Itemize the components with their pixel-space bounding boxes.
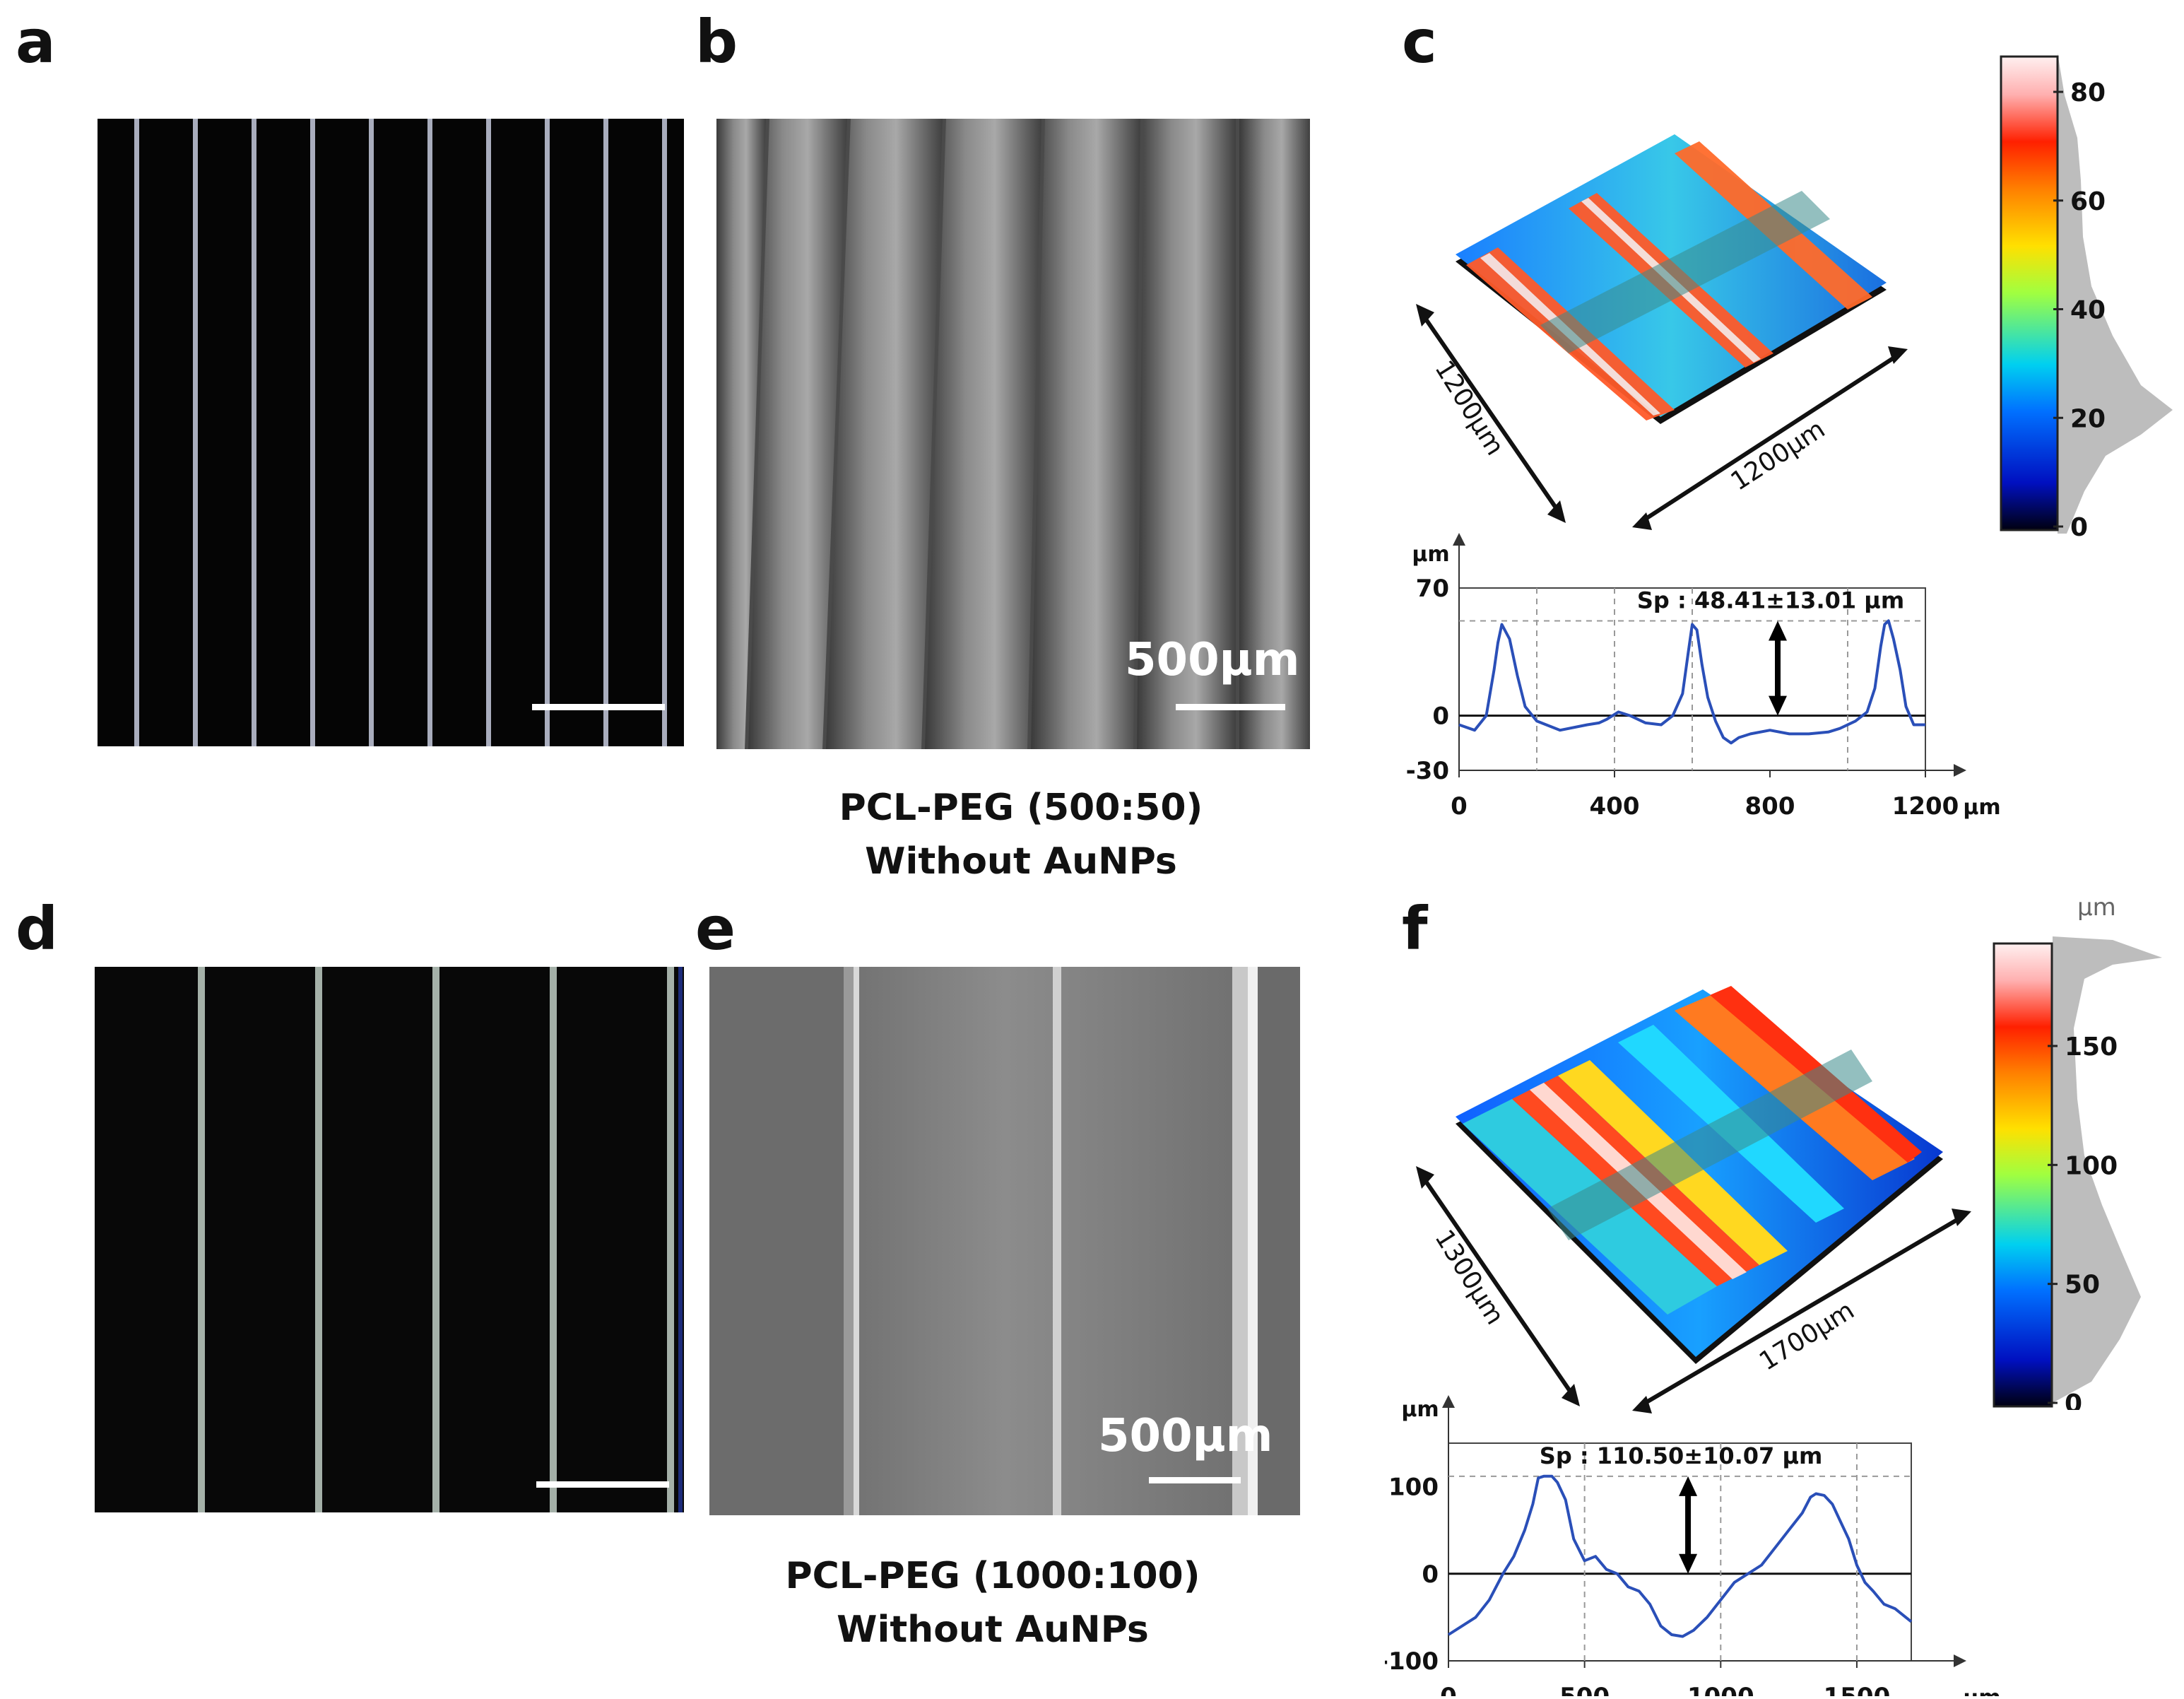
profile-f-sp-annotation: Sp : 110.50±10.07 μm [1540,1442,1823,1469]
colorbar-c-tick-label: 80 [2070,78,2106,107]
dim-label-c-left: 1200μm [1429,355,1509,461]
caption-bottom-line1: PCL-PEG (1000:100) [785,1555,1200,1597]
colorbar-c-tick-label: 20 [2070,404,2106,433]
colorbar-c-tick-label: 40 [2070,296,2106,325]
profile-c-y-tick-label: 70 [1416,575,1449,603]
profile-f-x-tick-label: 1000 [1687,1683,1754,1696]
colorbar-f-tick-label: 0 [2065,1389,2082,1410]
profile-f-sp-arrowhead-top [1679,1476,1698,1496]
profile-chart-f: 0500100015001000-100μmμmSp : 110.50±10.0… [1385,1395,2001,1696]
profile-c-y-tick-label: 0 [1432,702,1449,731]
panel-label-c: c [1402,7,1437,76]
panel-label-f: f [1402,894,1428,963]
profile-f-y-tick-label: -100 [1385,1647,1439,1676]
scale-bar-label-b: 500μm [1125,634,1299,686]
micrograph-d [95,967,684,1512]
profile-c-y-arrow [1453,533,1465,546]
profile-c-sp-arrowhead-top [1769,621,1787,641]
profile-c-x-tick-label: 1200 [1892,792,1959,821]
colorbar-f-tick-label: 50 [2065,1271,2100,1300]
profile-f-x-tick-label: 0 [1440,1683,1457,1696]
colorbar-c-tick-label: 0 [2070,513,2088,541]
profile-c-x-tick-label: 400 [1590,792,1640,821]
panel-label-b: b [695,7,738,76]
sem-image-e: 500μm [709,967,1300,1515]
histogram-c [2058,53,2173,534]
colorbar-f-tick-label: 100 [2065,1151,2118,1180]
profile-c-frame [1458,587,1926,771]
dim-label-f-left: 1300μm [1429,1225,1509,1330]
profile-c-x-tick-label: 0 [1451,792,1468,821]
profile-f-sp-arrowhead-bottom [1679,1553,1698,1574]
profile-f-y-arrow [1442,1395,1455,1408]
scale-bar-label-e: 500μm [1098,1410,1273,1462]
colorbar-f-tick-label: 150 [2065,1033,2118,1062]
profile-f-series-line [1447,1474,1913,1638]
panel-label-e: e [695,894,736,963]
micrograph-a [98,119,684,746]
panel-label-a: a [16,7,56,76]
caption-bottom-line2: Without AuNPs [837,1609,1149,1651]
scale-bar-a [532,704,665,710]
caption-bottom: PCL-PEG (1000:100) Without AuNPs [721,1549,1265,1657]
profile-c-sp-annotation: Sp : 48.41±13.01 μm [1637,587,1904,613]
profile-c-y-axis-label: μm [1412,542,1449,567]
profile-c-x-arrow [1954,764,1966,777]
profile-f-y-tick-label: 0 [1422,1560,1439,1589]
surface-3d-f: 1300μm 1700μm [1416,986,1971,1413]
profile-f-x-tick-label: 1500 [1824,1683,1891,1696]
histogram-f [2053,936,2162,1403]
profile-f-y-axis-label: μm [1401,1397,1439,1422]
surface-3d-c: 1200μm 1200μm [1416,134,1908,530]
sem-image-b: 500μm [716,119,1310,749]
scale-bar-b [1176,704,1285,710]
panel-label-d: d [16,894,59,963]
profile-c-series-line [1458,619,1925,745]
caption-top-line1: PCL-PEG (500:50) [839,787,1203,829]
colorbar-f: μm 150 100 50 0 [1993,893,2162,1410]
profile-c-x-tick-label: 800 [1745,792,1795,821]
caption-top-line2: Without AuNPs [865,840,1177,883]
scale-bar-d [536,1481,669,1488]
profile-f-x-axis-label: μm [1963,1686,2000,1696]
profile-f-x-arrow [1954,1654,1966,1667]
colorbar-f-unit: μm [2077,893,2116,922]
profile-f-x-tick-label: 500 [1559,1683,1610,1696]
profile-c-x-axis-label: μm [1963,795,2000,820]
profile-c-y-tick-label: -30 [1406,757,1449,785]
scale-bar-e [1149,1477,1241,1483]
profile-f-y-tick-label: 100 [1388,1474,1439,1502]
colorbar-c-tick-label: 60 [2070,187,2106,216]
caption-top: PCL-PEG (500:50) Without AuNPs [749,781,1293,888]
profile-c-sp-arrowhead-bottom [1769,695,1787,716]
colorbar-c: 80 60 40 20 0 [2000,53,2173,541]
